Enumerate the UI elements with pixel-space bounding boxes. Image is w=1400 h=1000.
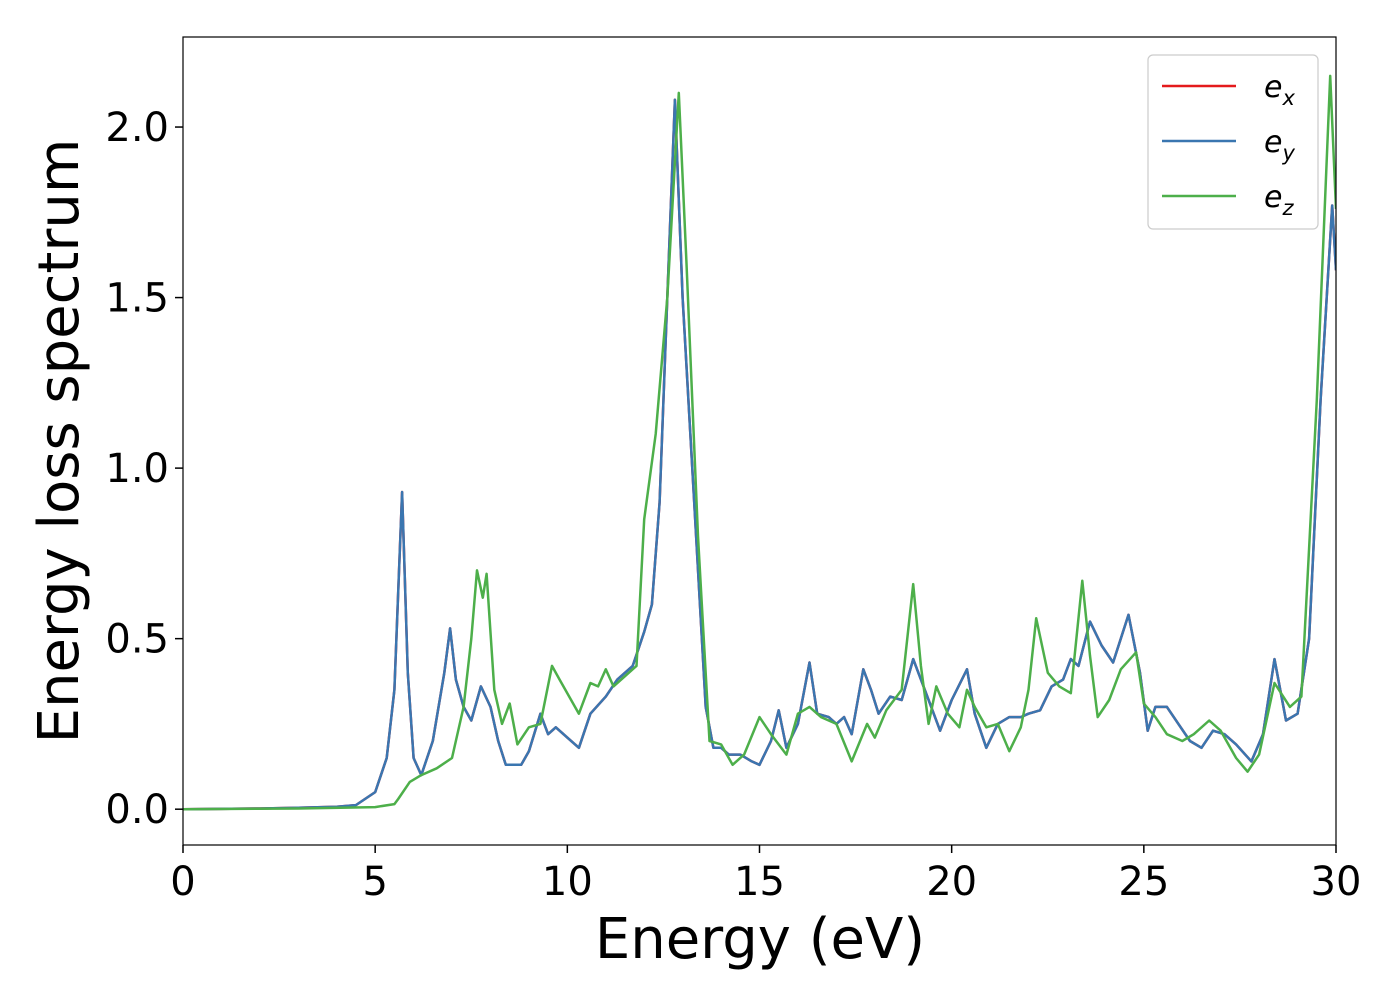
plot-frame [182,36,1337,846]
legend-label: ex [1264,70,1295,110]
y-tick-label: 0.0 [105,787,169,833]
x-tick-label: 5 [362,859,387,905]
y-tick-label: 1.5 [105,276,169,322]
series-line [183,98,1336,811]
y-axis-label: Energy loss spectrum [27,139,92,744]
x-tick-label: 30 [1311,859,1362,905]
x-tick-label: 10 [542,859,593,905]
y-tick-label: 2.0 [105,105,169,151]
y-tick-label: 1.0 [105,446,169,492]
legend-label: ez [1264,180,1294,220]
x-tick-label: 15 [734,859,785,905]
legend-label: ey [1264,125,1295,165]
x-tick-label: 20 [926,859,977,905]
y-tick-label: 0.5 [105,617,169,663]
x-axis-label: Energy (eV) [595,907,925,972]
series-line [183,74,1336,811]
x-tick-label: 25 [1118,859,1169,905]
x-tick-label: 0 [170,859,195,905]
